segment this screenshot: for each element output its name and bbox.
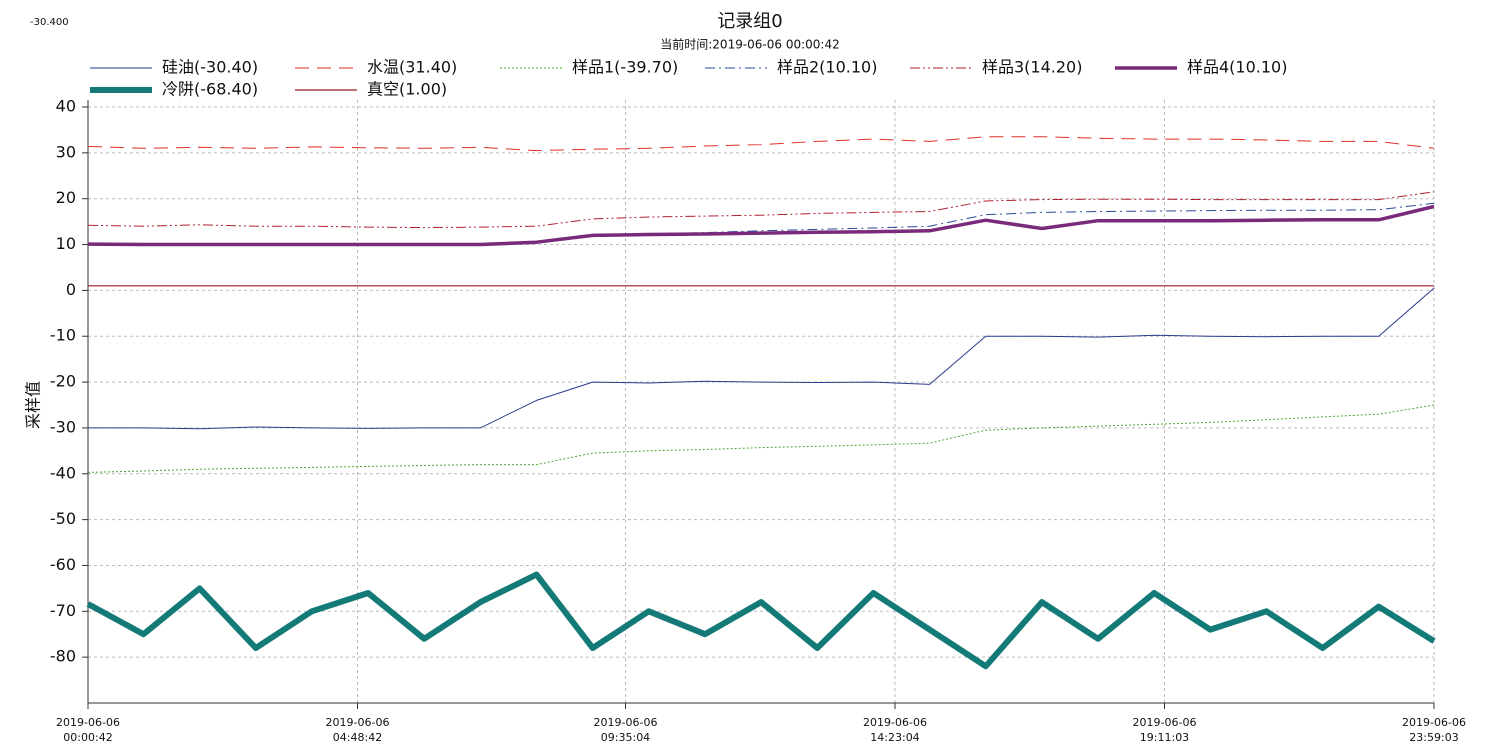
legend-label: 硅油(-30.40) <box>162 58 258 77</box>
series-line <box>87 136 1435 152</box>
y-tick-label: 20 <box>56 188 76 207</box>
series-line <box>87 191 1435 229</box>
series-line <box>87 404 1435 473</box>
corner-value: -30.400 <box>30 17 69 28</box>
x-tick-label: 2019-06-06 14:23:04 <box>863 716 927 744</box>
series-line <box>86 571 1436 670</box>
x-tick-label: 2019-06-06 09:35:04 <box>593 716 658 744</box>
legend-label: 样品1(-39.70) <box>572 58 678 77</box>
y-tick-label: 40 <box>56 97 76 116</box>
legend-label: 水温(31.40) <box>367 58 457 77</box>
legend-label: 样品2(10.10) <box>777 58 877 77</box>
x-tick-label: 2019-06-06 04:48:42 <box>325 716 390 744</box>
series-line <box>88 287 1435 430</box>
y-tick-label: 0 <box>66 280 76 299</box>
y-tick-label: -80 <box>50 647 76 666</box>
x-tick-label: 2019-06-06 23:59:03 <box>1402 716 1466 744</box>
y-tick-label: -40 <box>50 463 76 482</box>
y-tick-label: 10 <box>56 234 76 253</box>
chart-subtitle: 当前时间:2019-06-06 00:00:42 <box>660 37 840 52</box>
series-line <box>87 204 1435 247</box>
series-line <box>87 202 1435 245</box>
x-tick-label: 2019-06-06 19:11:03 <box>1132 716 1197 744</box>
y-tick-label: -20 <box>50 372 76 391</box>
y-axis-label: 采样值 <box>24 381 43 429</box>
legend-label: 样品3(14.20) <box>982 58 1082 77</box>
y-tick-label: -60 <box>50 555 76 574</box>
y-tick-label: -30 <box>50 417 76 436</box>
y-tick-label: -50 <box>50 509 76 528</box>
x-tick-label: 2019-06-06 00:00:42 <box>56 716 120 744</box>
y-tick-label: -10 <box>50 326 76 345</box>
y-tick-label: 30 <box>56 142 76 161</box>
legend-label: 真空(1.00) <box>367 80 447 99</box>
legend-label: 样品4(10.10) <box>1187 58 1287 77</box>
chart-title: 记录组0 <box>717 11 782 32</box>
legend-label: 冷阱(-68.40) <box>162 80 258 99</box>
y-tick-label: -70 <box>50 601 76 620</box>
